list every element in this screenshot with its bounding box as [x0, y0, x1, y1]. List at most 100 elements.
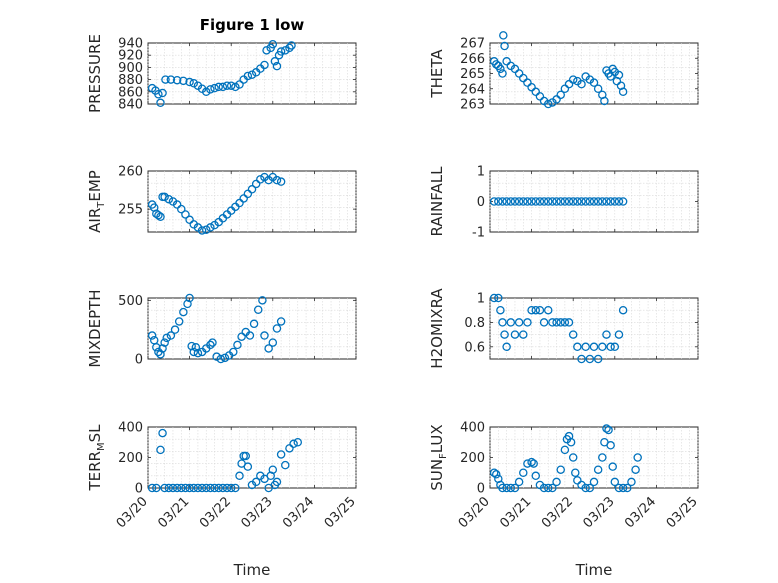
- data-point: [235, 80, 244, 89]
- data-point: [158, 344, 167, 353]
- data-point: [556, 465, 565, 474]
- data-point: [568, 197, 578, 206]
- data-point: [164, 483, 174, 493]
- data-point: [527, 305, 536, 315]
- data-point: [573, 342, 582, 352]
- y-tick-label: 263: [460, 98, 485, 113]
- y-tick-label: 0: [135, 482, 143, 497]
- data-point: [602, 197, 611, 206]
- data-point: [627, 477, 636, 487]
- data-point: [262, 46, 271, 55]
- subplot-5: 0 500 MIXDEPTH: [86, 289, 357, 368]
- data-point: [606, 342, 615, 352]
- data-point: [614, 197, 624, 206]
- data-point: [552, 95, 561, 104]
- data-point: [197, 483, 207, 493]
- data-point: [160, 338, 169, 347]
- x-tick-label: 03/20: [114, 494, 151, 531]
- data-point: [531, 471, 541, 481]
- data-point: [618, 483, 628, 493]
- y-tick-label: 500: [118, 294, 143, 309]
- data-point: [568, 453, 578, 462]
- data-point: [156, 98, 165, 108]
- data-point: [502, 342, 511, 352]
- y-tick-label: 0: [477, 195, 485, 210]
- data-point: [494, 293, 503, 303]
- data-point: [510, 64, 520, 74]
- data-point: [214, 82, 223, 92]
- data-point: [491, 60, 501, 69]
- plot-area: [147, 297, 357, 360]
- data-point: [156, 445, 165, 455]
- x-axis-label-left: Time: [233, 561, 271, 579]
- data-point: [568, 330, 578, 339]
- data-point: [589, 78, 599, 87]
- x-tick-label: 03/25: [664, 494, 701, 531]
- data-point: [494, 197, 503, 206]
- data-point: [496, 305, 505, 315]
- data-point: [564, 318, 574, 327]
- data-point: [606, 72, 615, 81]
- data-point: [272, 175, 282, 185]
- y-axis-label: MIXDEPTH: [86, 289, 104, 367]
- data-point: [523, 78, 532, 87]
- data-point: [147, 483, 157, 493]
- subplot-6: 0.6 0.8 1 H2OMIXRA: [428, 288, 699, 369]
- data-point: [276, 317, 286, 326]
- data-point: [214, 483, 223, 493]
- data-point: [189, 347, 199, 357]
- data-point: [247, 70, 257, 79]
- data-point: [185, 215, 194, 225]
- data-point: [172, 200, 182, 209]
- data-point: [187, 341, 196, 351]
- data-point: [498, 483, 507, 493]
- x-tick-label: 03/21: [155, 494, 192, 531]
- y-tick-label: 1: [477, 165, 485, 180]
- data-point: [272, 324, 282, 333]
- data-point: [610, 342, 620, 352]
- data-point: [577, 354, 586, 364]
- data-point: [201, 225, 211, 234]
- data-point: [206, 340, 215, 350]
- data-point: [272, 477, 282, 487]
- subplot-3: 255 260 AIRTEMP: [86, 165, 357, 235]
- data-point: [147, 331, 157, 340]
- data-point: [251, 179, 261, 189]
- data-point: [164, 194, 174, 204]
- data-point: [226, 483, 236, 493]
- data-point: [602, 424, 611, 433]
- data-point: [548, 318, 557, 327]
- y-tick-label: 840: [118, 98, 143, 113]
- data-point: [633, 453, 642, 462]
- data-point: [506, 318, 516, 327]
- data-point: [568, 75, 578, 84]
- data-point: [181, 483, 190, 493]
- data-point: [268, 465, 278, 474]
- data-point: [502, 57, 511, 66]
- data-point: [543, 305, 553, 315]
- data-point: [527, 197, 536, 206]
- data-point: [581, 197, 590, 206]
- data-point: [181, 210, 190, 219]
- data-point: [552, 477, 561, 487]
- data-point: [498, 69, 507, 78]
- y-tick-label: 400: [118, 421, 143, 436]
- data-point: [285, 444, 294, 453]
- data-point: [253, 305, 263, 314]
- data-point: [231, 82, 240, 92]
- data-point: [552, 197, 561, 206]
- y-tick-label: 264: [460, 82, 485, 97]
- data-point: [608, 462, 617, 471]
- data-point: [264, 344, 273, 353]
- data-point: [489, 197, 499, 206]
- data-point: [489, 468, 499, 477]
- data-point: [510, 483, 520, 493]
- data-point: [502, 197, 511, 206]
- data-point: [614, 330, 624, 339]
- y-tick-label: 200: [118, 451, 143, 466]
- data-point: [618, 197, 628, 206]
- y-tick-label: 0: [135, 353, 143, 368]
- subplot-8: 0 200 400 03/20 03/21 03/22 03/23 03/24 03/25 SUN…: [428, 421, 701, 532]
- data-point: [193, 483, 203, 493]
